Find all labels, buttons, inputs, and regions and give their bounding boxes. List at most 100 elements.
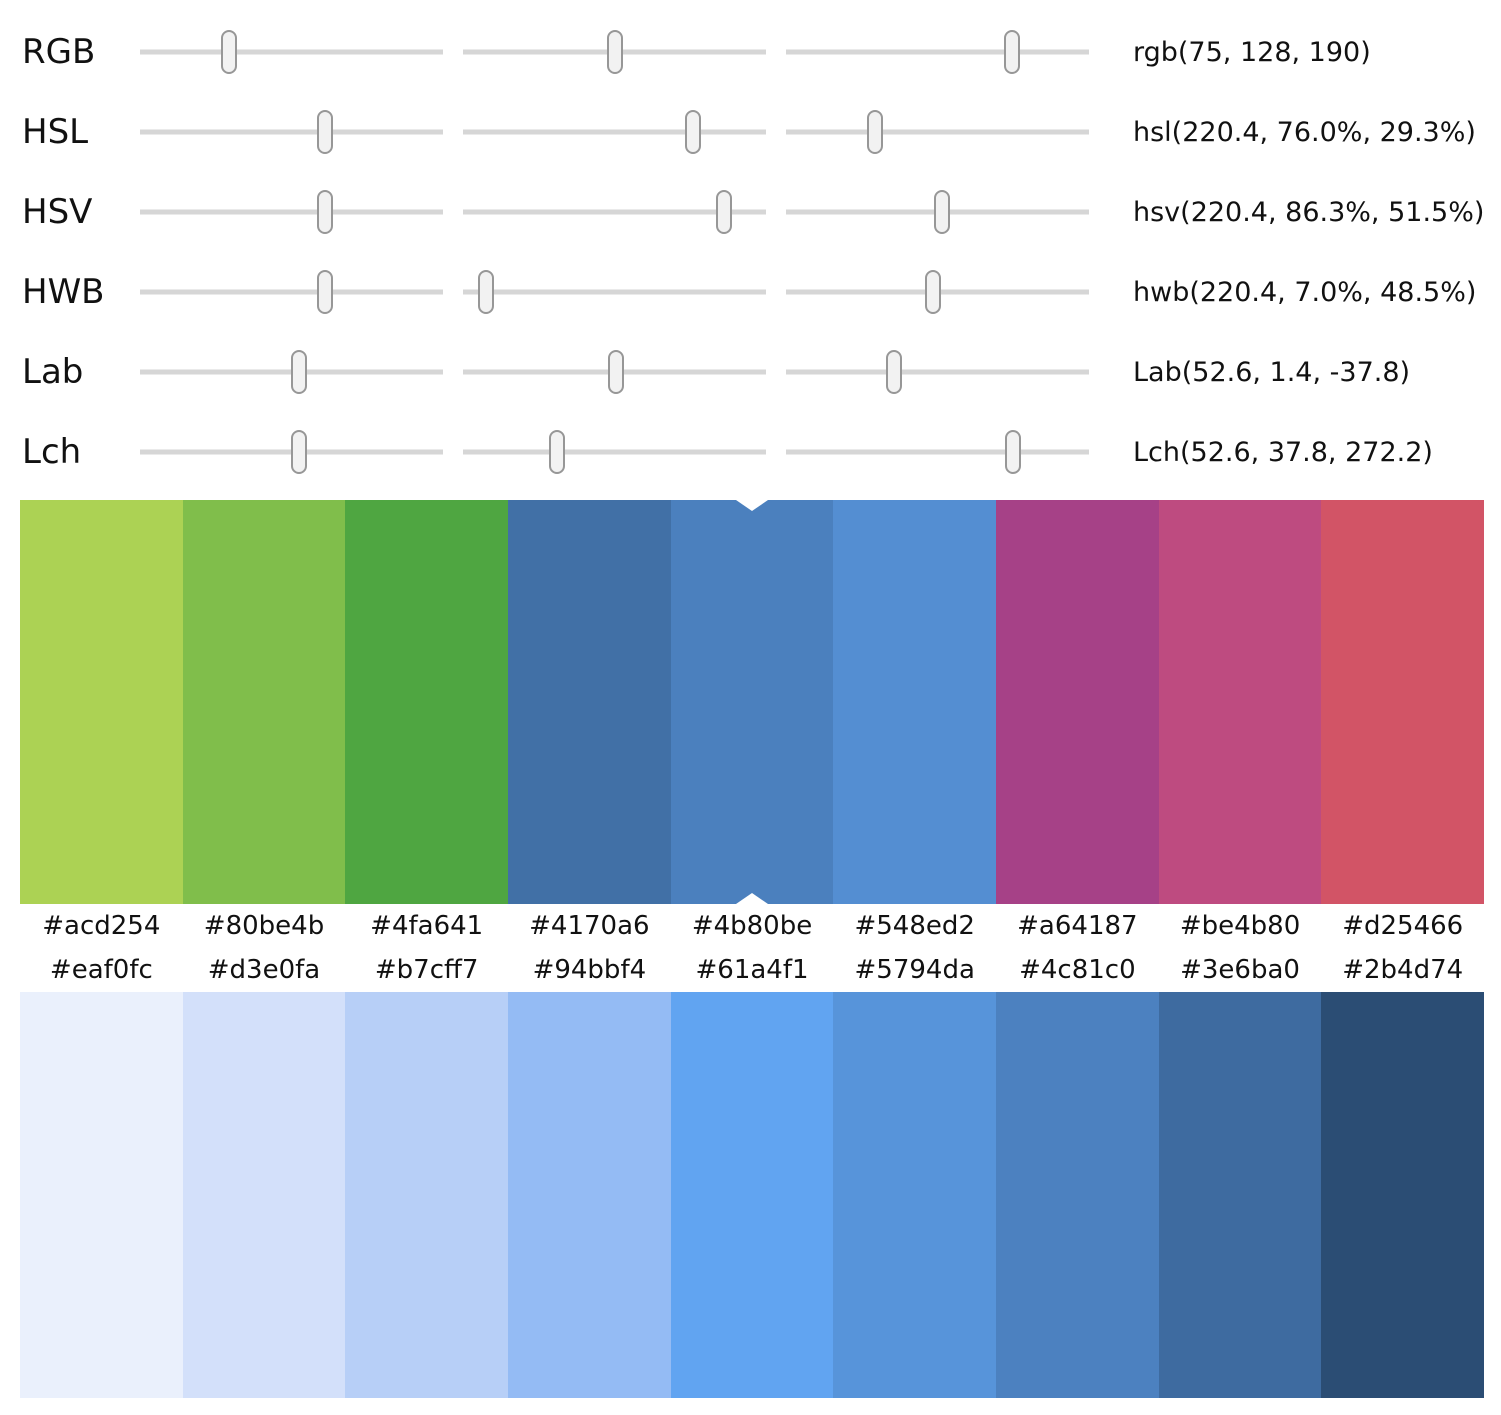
hsl-hue-slider[interactable] [140, 108, 443, 156]
slider-row-label: HSV [22, 192, 93, 232]
slider-thumb[interactable] [291, 350, 308, 394]
hex-label: #4170a6 [529, 911, 650, 941]
palette-swatch[interactable] [996, 500, 1159, 904]
slider-thumb[interactable] [221, 30, 238, 74]
lab-b-slider[interactable] [786, 348, 1089, 396]
slider-thumb[interactable] [885, 350, 902, 394]
palette-swatch[interactable] [20, 992, 183, 1398]
palette-swatch[interactable] [1321, 500, 1485, 904]
palette-swatch[interactable] [508, 992, 671, 1398]
hwb-hue-slider[interactable] [140, 268, 443, 316]
palette-swatch[interactable] [670, 500, 834, 904]
slider-thumb[interactable] [477, 270, 494, 314]
slider-thumb[interactable] [317, 190, 334, 234]
slider-thumb[interactable] [608, 350, 624, 394]
hwb-whiteness-slider[interactable] [463, 268, 766, 316]
lch-lightness-slider[interactable] [140, 428, 443, 476]
hex-label: #3e6ba0 [1180, 955, 1300, 985]
rgb-green-slider[interactable] [463, 28, 766, 76]
lab-lightness-slider[interactable] [140, 348, 443, 396]
slider-row-hsl: HSL hsl(220.4, 76.0%, 29.3%) [0, 92, 1501, 172]
hex-label: #a64187 [1017, 911, 1138, 941]
palette-swatch[interactable] [345, 500, 509, 904]
hex-label: #548ed2 [854, 911, 975, 941]
palette-swatch[interactable] [670, 992, 834, 1398]
slider-thumb[interactable] [548, 430, 565, 474]
slider-thumb[interactable] [685, 110, 702, 154]
slider-track[interactable] [140, 129, 443, 135]
slider-row-label: HWB [22, 272, 105, 312]
hsl-lightness-slider[interactable] [786, 108, 1089, 156]
slider-track[interactable] [140, 49, 443, 55]
slider-track[interactable] [786, 129, 1089, 135]
hex-label: #acd254 [42, 911, 161, 941]
slider-thumb[interactable] [1003, 30, 1020, 74]
palette-swatch[interactable] [1321, 992, 1485, 1398]
palette-swatch[interactable] [833, 500, 997, 904]
palette-swatch[interactable] [182, 500, 346, 904]
palette-swatch[interactable] [508, 500, 671, 904]
slider-thumb[interactable] [924, 270, 941, 314]
lch-chroma-slider[interactable] [463, 428, 766, 476]
slider-row-label: RGB [22, 32, 96, 72]
hex-label: #5794da [854, 955, 975, 985]
rgb-blue-slider[interactable] [786, 28, 1089, 76]
palette-swatch[interactable] [182, 992, 346, 1398]
slider-row-hwb: HWB hwb(220.4, 7.0%, 48.5%) [0, 252, 1501, 332]
hex-label: #4b80be [691, 911, 813, 941]
slider-thumb[interactable] [607, 30, 624, 74]
palette-swatch[interactable] [996, 992, 1159, 1398]
lab-a-slider[interactable] [463, 348, 766, 396]
hsl-saturation-slider[interactable] [463, 108, 766, 156]
hsv-value-slider[interactable] [786, 188, 1089, 236]
palette-bottom [20, 992, 1485, 1398]
slider-track[interactable] [786, 369, 1089, 375]
hex-label: #be4b80 [1179, 911, 1301, 941]
hwb-value-label: hwb(220.4, 7.0%, 48.5%) [1133, 276, 1477, 308]
slider-row-hsv: HSV hsv(220.4, 86.3%, 51.5%) [0, 172, 1501, 252]
slider-thumb[interactable] [317, 110, 334, 154]
slider-row-label: Lch [22, 432, 82, 472]
hsv-value-label: hsv(220.4, 86.3%, 51.5%) [1133, 196, 1485, 228]
slider-thumb[interactable] [866, 110, 883, 154]
palette-swatch[interactable] [345, 992, 509, 1398]
palette-top [20, 500, 1485, 904]
rgb-value-label: rgb(75, 128, 190) [1133, 36, 1371, 68]
hex-label: #d3e0fa [207, 955, 321, 985]
slider-track[interactable] [140, 289, 443, 295]
slider-thumb[interactable] [934, 190, 951, 234]
slider-track[interactable] [463, 289, 766, 295]
slider-thumb[interactable] [291, 430, 308, 474]
slider-row-label: HSL [22, 112, 89, 152]
slider-section: RGB rgb(75, 128, 190) HSL [0, 0, 1501, 492]
palette-swatch[interactable] [833, 992, 997, 1398]
slider-track[interactable] [463, 129, 766, 135]
lch-hue-slider[interactable] [786, 428, 1089, 476]
slider-track[interactable] [463, 449, 766, 455]
slider-track[interactable] [786, 49, 1089, 55]
slider-thumb[interactable] [716, 190, 733, 234]
palette-swatch[interactable] [1158, 500, 1322, 904]
slider-track[interactable] [786, 449, 1089, 455]
hex-label: #4c81c0 [1019, 955, 1136, 985]
slider-thumb[interactable] [317, 270, 334, 314]
slider-row-label: Lab [22, 352, 84, 392]
slider-track[interactable] [463, 209, 766, 215]
hex-label: #2b4d74 [1342, 955, 1464, 985]
palette-swatch[interactable] [20, 500, 183, 904]
slider-thumb[interactable] [1004, 430, 1021, 474]
slider-track[interactable] [140, 209, 443, 215]
palette-swatch[interactable] [1158, 992, 1322, 1398]
hsv-hue-slider[interactable] [140, 188, 443, 236]
slider-row-lab: Lab Lab(52.6, 1.4, -37.8) [0, 332, 1501, 412]
hwb-blackness-slider[interactable] [786, 268, 1089, 316]
hsl-value-label: hsl(220.4, 76.0%, 29.3%) [1133, 116, 1476, 148]
hsv-saturation-slider[interactable] [463, 188, 766, 236]
hex-label: #d25466 [1342, 911, 1464, 941]
hex-label: #94bbf4 [532, 955, 647, 985]
hex-label: #4fa641 [370, 911, 484, 941]
rgb-red-slider[interactable] [140, 28, 443, 76]
hex-label: #80be4b [203, 911, 325, 941]
hex-row-top: #acd254 #80be4b #4fa641 #4170a6 #4b80be … [20, 904, 1484, 948]
